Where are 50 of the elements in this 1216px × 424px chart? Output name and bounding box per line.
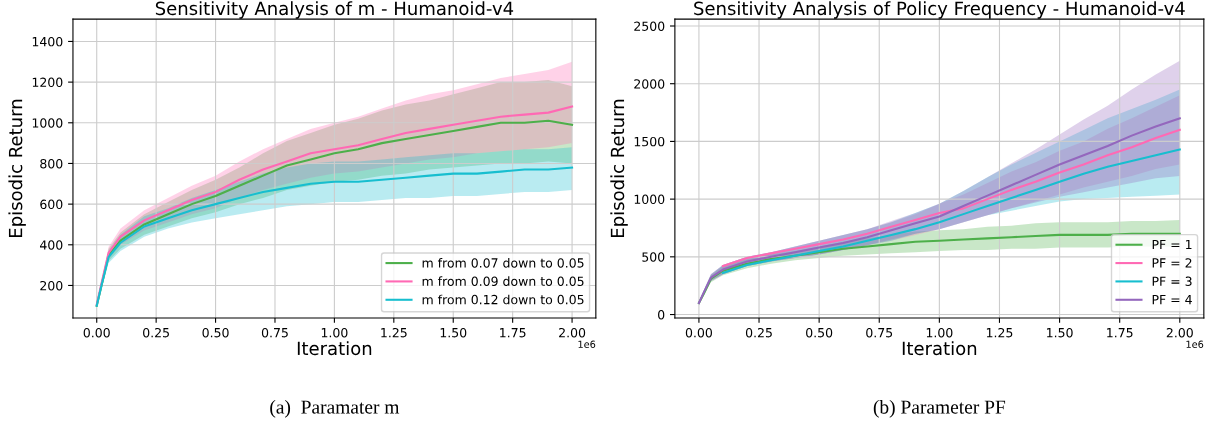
legend-label: PF = 1 (1152, 239, 1192, 250)
x-tick-label: 0.00 (685, 327, 713, 338)
line-series (721, 148, 1181, 275)
text: 1e6 (1186, 340, 1204, 348)
legend-label: m from 0.07 down to 0.05 (422, 257, 584, 268)
text: (a) Paramater m (270, 400, 400, 418)
x-tick-label: 1.00 (321, 327, 348, 338)
x-tick-label: 2.00 (559, 327, 586, 338)
x-tick-label: 0.00 (83, 327, 110, 338)
legend-label: m from 0.12 down to 0.05 (422, 294, 584, 305)
legend-label: PF = 3 (1152, 276, 1192, 286)
y-tick-label: 1000 (32, 118, 63, 128)
x-tick-label: 1.75 (1107, 328, 1133, 338)
y-axis-title: Episodic Return (8, 99, 26, 237)
chart-title: Sensitivity Analysis of Policy Frequency - Humanoid-v4 (694, 1, 1185, 19)
x-tick-label: 0.25 (143, 327, 169, 338)
y-tick-label: 2500 (634, 21, 665, 31)
x-tick-label: 0.25 (745, 327, 772, 338)
y-tick-label: 1000 (634, 194, 665, 205)
x-tick-label: 0.50 (806, 327, 833, 338)
y-tick-label: 1500 (634, 136, 665, 147)
x-tick-label: 1.25 (986, 327, 1013, 338)
legend-label: m from 0.09 down to 0.05 (422, 276, 584, 286)
y-tick-label: 1200 (32, 77, 63, 88)
y-tick-label: 1400 (32, 36, 63, 47)
y-tick-label: 800 (40, 158, 63, 169)
x-tick-label: 1.25 (381, 327, 407, 338)
y-tick-label: 400 (39, 240, 63, 250)
text: (b) Parameter PF (873, 400, 1006, 418)
chart-title: Sensitivity Analysis of m - Humanoid-v4 (155, 1, 514, 19)
text: 1e6 (578, 340, 596, 348)
x-tick-label: 1.50 (1047, 327, 1073, 338)
x-tick-label: 1.75 (500, 328, 526, 338)
y-tick-label: 600 (40, 199, 63, 210)
x-tick-label: 0.75 (866, 327, 893, 338)
y-tick-label: 0 (658, 310, 665, 320)
y-tick-label: 200 (40, 280, 63, 291)
legend-label: PF = 2 (1152, 258, 1192, 268)
y-tick-label: 2000 (634, 79, 665, 89)
x-tick-label: 1.00 (926, 327, 953, 338)
x-axis-title: Iteration (297, 341, 372, 356)
line-series (721, 128, 1181, 268)
x-tick-label: 0.50 (202, 327, 229, 338)
y-axis-title: Episodic Return (610, 99, 628, 237)
x-tick-label: 2.00 (1166, 327, 1193, 338)
legend-label: PF = 4 (1152, 295, 1192, 305)
x-axis-title: Iteration (902, 341, 977, 356)
x-tick-label: 0.75 (261, 327, 288, 338)
x-tick-label: 1.50 (440, 327, 467, 338)
y-tick-label: 500 (642, 252, 665, 262)
